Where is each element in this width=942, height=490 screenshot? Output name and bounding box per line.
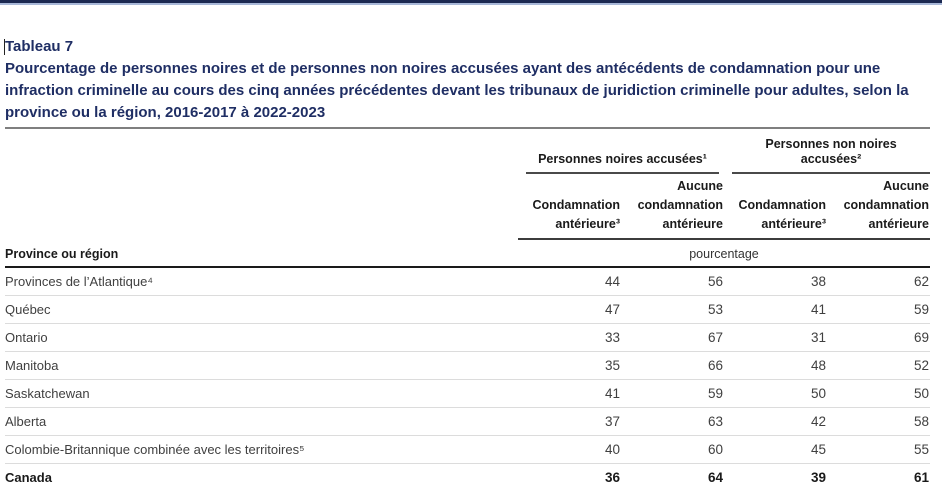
row-label: Colombie-Britannique combinée avec les t… xyxy=(5,442,305,457)
group-row-stub xyxy=(5,129,518,174)
row-value: 56 xyxy=(707,274,723,289)
column-header-prior-conviction-non-black: Condamnation antérieure³ xyxy=(738,198,827,231)
row-value: 55 xyxy=(913,442,929,457)
row-value: 33 xyxy=(604,330,620,345)
row-value: 37 xyxy=(604,414,620,429)
row-value: 62 xyxy=(913,274,929,289)
table-body: Provinces de l’Atlantique⁴ 44 56 38 62 Q… xyxy=(5,268,930,490)
row-label: Québec xyxy=(5,302,51,317)
row-value: 40 xyxy=(604,442,620,457)
unit-label: pourcentage xyxy=(689,247,759,261)
row-value: 38 xyxy=(810,274,826,289)
title-block: Tableau 7 Pourcentage de personnes noire… xyxy=(4,36,930,124)
row-value: 41 xyxy=(810,302,826,317)
row-label: Alberta xyxy=(5,414,47,429)
row-header-label: Province ou région xyxy=(5,247,119,261)
top-rule xyxy=(0,0,942,5)
row-value: 50 xyxy=(810,386,826,401)
row-value: 41 xyxy=(604,386,620,401)
row-value: 61 xyxy=(913,470,929,485)
row-value: 52 xyxy=(913,358,929,373)
row-value: 31 xyxy=(810,330,826,345)
column-header-no-prior-conviction-non-black: Aucune condamnation antérieure xyxy=(843,179,929,231)
row-value: 59 xyxy=(913,302,929,317)
column-header-no-prior-conviction-black: Aucune condamnation antérieure xyxy=(637,179,723,231)
row-value: 53 xyxy=(707,302,723,317)
row-value: 47 xyxy=(604,302,620,317)
table-row: Saskatchewan 41 59 50 50 xyxy=(5,379,930,407)
row-value: 39 xyxy=(810,470,826,485)
row-value: 50 xyxy=(913,386,929,401)
row-value: 42 xyxy=(810,414,826,429)
subhead-row-stub xyxy=(5,174,518,240)
row-value: 63 xyxy=(707,414,723,429)
row-value: 36 xyxy=(604,470,620,485)
top-rule-light-line xyxy=(0,3,942,5)
column-header-prior-conviction-black: Condamnation antérieure³ xyxy=(532,198,621,231)
table-row: Colombie-Britannique combinée avec les t… xyxy=(5,435,930,463)
row-value: 44 xyxy=(604,274,620,289)
column-group-label: Personnes non noires accusées² xyxy=(765,137,897,166)
table-row: Manitoba 35 66 48 52 xyxy=(5,351,930,379)
data-table: Personnes noires accusées¹ Personnes non… xyxy=(5,127,930,490)
row-value: 66 xyxy=(707,358,723,373)
row-label: Canada xyxy=(5,470,52,485)
row-value: 64 xyxy=(707,470,723,485)
row-label: Provinces de l’Atlantique⁴ xyxy=(5,274,153,289)
row-value: 45 xyxy=(810,442,826,457)
table-row: Québec 47 53 41 59 xyxy=(5,295,930,323)
row-value: 59 xyxy=(707,386,723,401)
row-label: Ontario xyxy=(5,330,48,345)
column-group-non-black-accused: Personnes non noires accusées² xyxy=(732,129,930,174)
row-value: 67 xyxy=(707,330,723,345)
row-value: 35 xyxy=(604,358,620,373)
row-value: 69 xyxy=(913,330,929,345)
column-headers: Condamnation antérieure³ Aucune condamna… xyxy=(518,174,930,240)
text-cursor xyxy=(4,39,5,55)
column-group-black-accused: Personnes noires accusées¹ xyxy=(526,129,719,174)
column-group-label: Personnes noires accusées¹ xyxy=(538,152,707,166)
table-row: Alberta 37 63 42 58 xyxy=(5,407,930,435)
table-row: Provinces de l’Atlantique⁴ 44 56 38 62 xyxy=(5,268,930,295)
table-row: Ontario 33 67 31 69 xyxy=(5,323,930,351)
row-value: 60 xyxy=(707,442,723,457)
row-value: 58 xyxy=(913,414,929,429)
row-value: 48 xyxy=(810,358,826,373)
top-rule-dark-line xyxy=(0,0,942,3)
column-group-row: Personnes noires accusées¹ Personnes non… xyxy=(5,129,930,174)
row-label: Saskatchewan xyxy=(5,386,90,401)
table-label: Tableau 7 xyxy=(5,38,74,55)
table-title: Pourcentage de personnes noires et de pe… xyxy=(5,60,909,121)
table-row: Canada 36 64 39 61 xyxy=(5,463,930,490)
column-header-row: Condamnation antérieure³ Aucune condamna… xyxy=(5,174,930,240)
stub-header-row: Province ou région pourcentage xyxy=(5,240,930,268)
row-label: Manitoba xyxy=(5,358,59,373)
